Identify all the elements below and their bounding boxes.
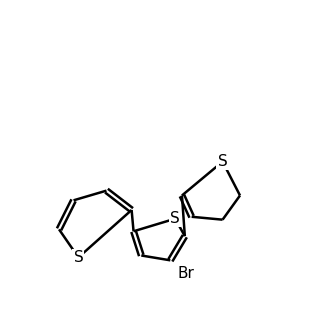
Text: Br: Br [178,266,195,280]
Text: S: S [170,211,180,226]
Text: S: S [218,154,227,169]
Text: S: S [74,250,83,265]
